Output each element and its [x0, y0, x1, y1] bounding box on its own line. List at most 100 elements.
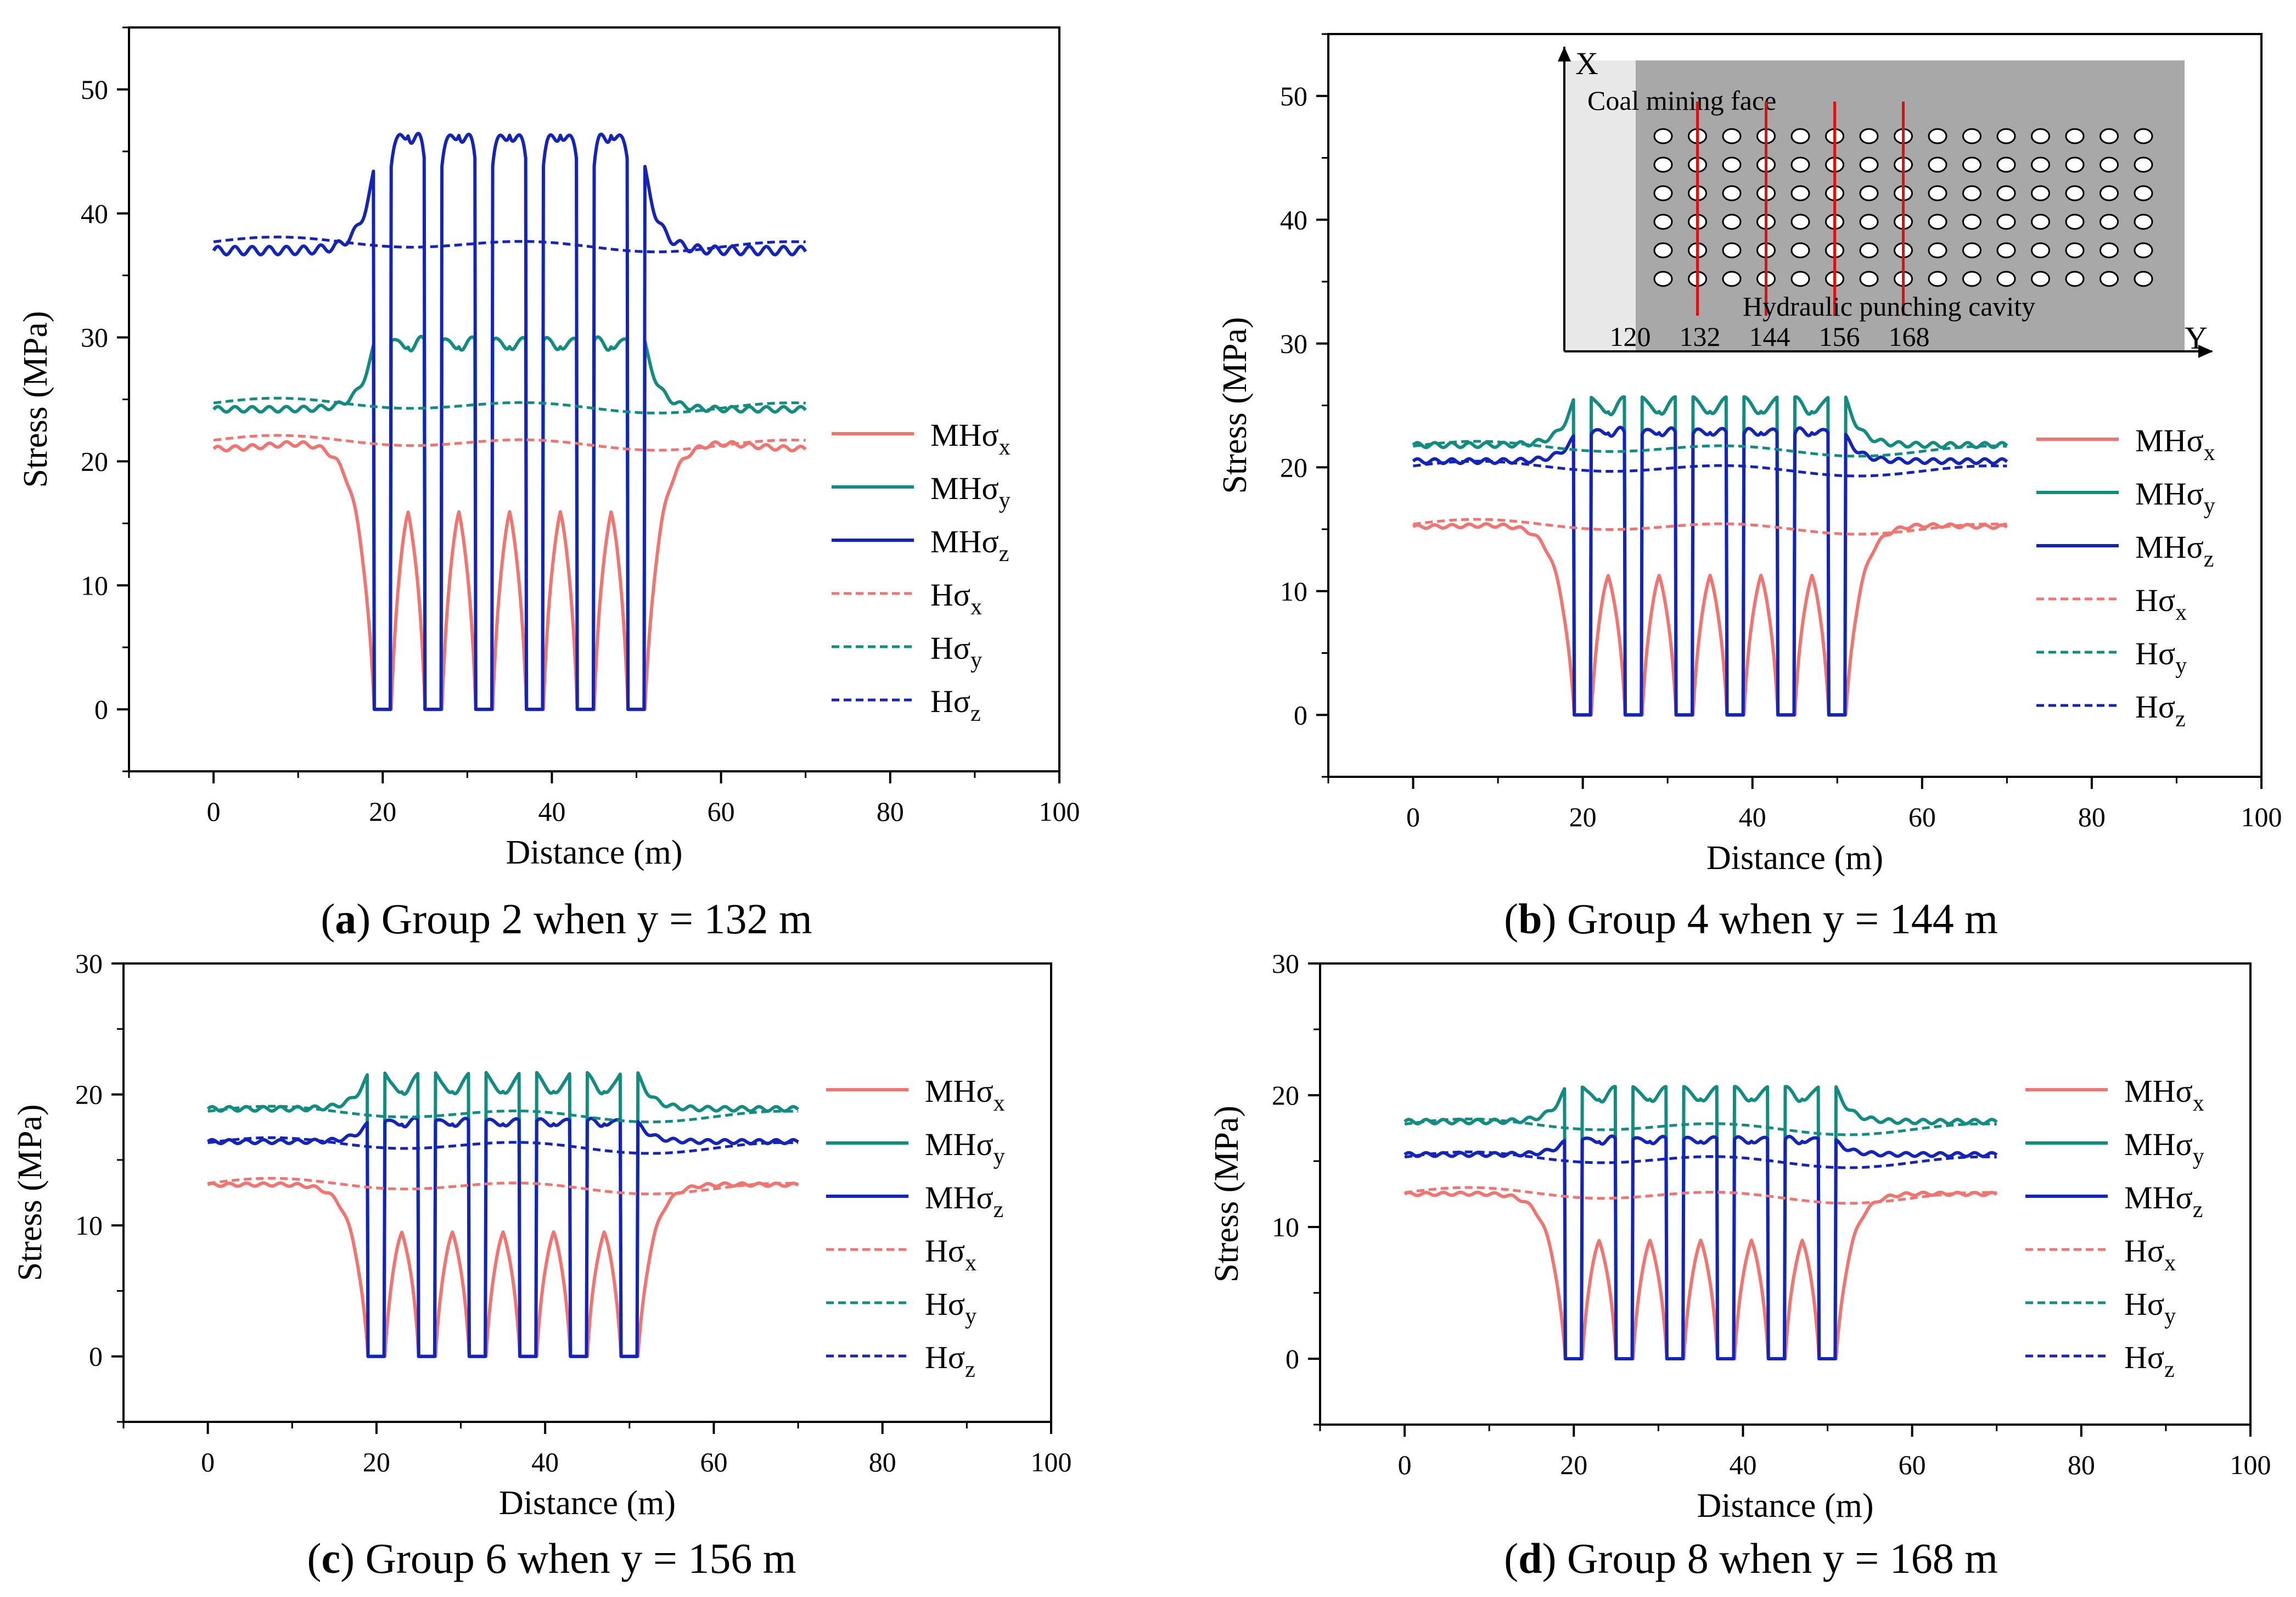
y-axis-label: Stress (MPa) — [1208, 1106, 1245, 1282]
legend-label: Hσy — [925, 1286, 976, 1329]
inset-y-tick-label: 120 — [1610, 321, 1651, 352]
cavity-hole — [1722, 156, 1742, 173]
series-line-Hsy-dashed — [213, 396, 806, 414]
legend-label: MHσy — [2124, 1127, 2204, 1169]
layout-inset: X Y Coal mining face Hydraulic punching cav… — [1558, 46, 2213, 358]
y-tick-label: 10 — [81, 570, 108, 601]
cavity-hole — [1928, 128, 1947, 144]
panel-b: 0 20 40 60 80 100 0 10 20 30 40 50 Distance (m) Stres… — [1216, 33, 2282, 943]
cavity-hole — [1962, 128, 1981, 144]
inset-y-axis-label: Y — [2185, 320, 2208, 356]
panel-caption: (c) Group 6 when y = 156 m — [307, 1534, 796, 1582]
cavity-hole — [1928, 214, 1947, 230]
y-tick-label: 30 — [1272, 948, 1299, 979]
cavity-hole — [2134, 128, 2153, 144]
legend-label: Hσx — [925, 1233, 976, 1276]
series-line-Hsz-dashed — [1413, 460, 2007, 478]
series-line-Hsz-dashed — [207, 1136, 799, 1155]
x-tick-label: 100 — [1039, 796, 1080, 827]
x-tick-label: 80 — [2078, 802, 2106, 832]
legend-label: MHσz — [2124, 1180, 2203, 1223]
cavity-hole — [1859, 128, 1879, 144]
inset-y-arrow — [2198, 345, 2213, 358]
cavity-hole — [2099, 242, 2119, 259]
cavity-hole — [2065, 214, 2085, 230]
legend-label: MHσx — [930, 417, 1011, 460]
series-line-Hsz-dashed — [213, 236, 806, 254]
cavity-hole — [1996, 156, 2016, 173]
cavity-hole — [1653, 128, 1673, 144]
x-tick-label: 0 — [207, 796, 221, 827]
cavity-hole — [1962, 156, 1981, 173]
cavity-hole — [2065, 242, 2085, 259]
y-tick-label: 40 — [81, 198, 108, 229]
x-tick-label: 40 — [538, 796, 565, 827]
y-tick-label: 0 — [89, 1341, 103, 1372]
x-tick-label: 0 — [1406, 802, 1420, 832]
cavity-hole — [1996, 271, 2016, 287]
cavity-hole — [1653, 156, 1673, 173]
cavity-hole — [1962, 185, 1981, 201]
plot-frame — [122, 962, 1052, 1423]
cavity-hole — [1859, 271, 1879, 287]
series-line-Hsy-dashed — [207, 1105, 799, 1124]
cavity-hole — [1962, 242, 1981, 259]
x-tick-label: 20 — [1569, 802, 1597, 832]
series-line-Hsx-dashed — [1404, 1186, 1997, 1205]
y-tick-label: 0 — [94, 694, 108, 725]
cavity-hole — [2031, 128, 2050, 144]
inset-x-arrow — [1558, 47, 1571, 61]
cavity-hole — [1996, 128, 2016, 144]
cavity-hole — [1962, 271, 1981, 287]
cavity-hole — [2099, 271, 2119, 287]
x-tick-label: 20 — [363, 1447, 390, 1477]
y-tick-label: 20 — [81, 446, 108, 477]
x-axis-label: Distance (m) — [499, 1484, 676, 1522]
cavity-hole — [1653, 185, 1673, 201]
cavity-hole — [1722, 128, 1742, 144]
cavity-hole — [1722, 271, 1742, 287]
legend-label: Hσy — [930, 630, 982, 673]
cavity-hole — [1653, 242, 1673, 259]
y-tick-label: 30 — [81, 322, 108, 353]
series-line-MHsx — [212, 440, 807, 711]
series-line-Hsz-dashed — [1404, 1150, 1997, 1169]
coal-seam-area — [1636, 60, 2185, 351]
cavity-hole — [1722, 214, 1742, 230]
series-line-MHsz — [212, 132, 807, 711]
series-line-Hsx-dashed — [1413, 518, 2007, 536]
legend-label: Hσy — [2124, 1286, 2176, 1329]
inset-y-tick-label: 168 — [1889, 321, 1930, 352]
y-tick-label: 50 — [81, 74, 108, 105]
x-tick-label: 80 — [869, 1447, 896, 1477]
cavity-hole — [1996, 242, 2016, 259]
x-tick-label: 0 — [1398, 1449, 1412, 1480]
x-tick-label: 40 — [531, 1447, 559, 1477]
series-line-MHsx — [1412, 522, 2008, 717]
cavity-hole — [2099, 185, 2119, 201]
cavity-hole — [2134, 156, 2153, 173]
cavity-hole — [2065, 128, 2085, 144]
inset-cavity-label: Hydraulic punching cavity — [1743, 291, 2035, 322]
legend-label: MHσy — [2135, 476, 2215, 519]
cavity-hole — [2031, 271, 2050, 287]
legend-label: Hσz — [2124, 1340, 2175, 1382]
cavity-hole — [2031, 185, 2050, 201]
series-line-MHsx — [207, 1181, 799, 1358]
x-tick-label: 60 — [1899, 1449, 1926, 1480]
y-tick-label: 50 — [1280, 81, 1307, 111]
legend-label: MHσy — [930, 470, 1011, 513]
cavity-hole — [2134, 271, 2153, 287]
y-tick-label: 20 — [75, 1079, 103, 1110]
plot-frame — [1319, 962, 2252, 1426]
cavity-hole — [1996, 185, 2016, 201]
series-line-MHsy — [1412, 395, 2008, 717]
y-tick-label: 30 — [75, 948, 103, 979]
legend-label: MHσz — [2135, 529, 2214, 572]
cavity-hole — [1928, 156, 1947, 173]
y-tick-label: 40 — [1280, 204, 1307, 235]
cavity-hole — [1722, 185, 1742, 201]
inset-x-axis-label: X — [1575, 46, 1598, 81]
series-line-Hsy-dashed — [1413, 440, 2007, 458]
